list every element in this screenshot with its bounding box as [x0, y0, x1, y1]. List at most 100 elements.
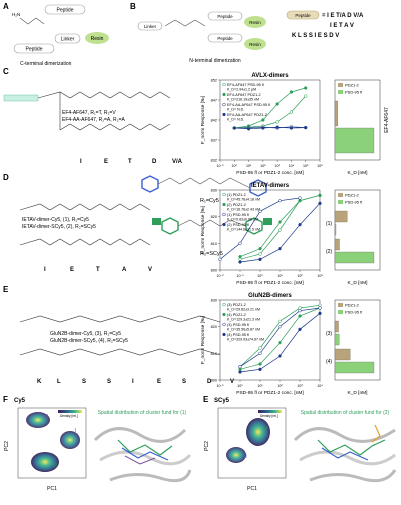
residue-c-3: T — [128, 159, 132, 165]
residue-e-6: E — [157, 379, 161, 385]
legend-kd-2-1: K_D=129.3±21.3 nM — [227, 318, 260, 322]
data-point-1-0-2 — [278, 228, 282, 232]
data-point-1-1-0 — [238, 255, 242, 259]
residue-d-2: E — [70, 267, 74, 273]
dimer-backbone-top-c — [37, 91, 171, 99]
bar-group-label-2-0: (3) — [326, 331, 332, 337]
legend-name-0-1: EF4-AF647 PDZ1-2 — [227, 93, 261, 97]
bar-legend-label-0-1: PSD-95 fl — [345, 90, 362, 95]
data-point-2-0-4 — [318, 303, 322, 307]
bar-group-label-1-0: (1) — [326, 221, 332, 227]
legend-kd-1-0: K_D=45.76±4.18 nM — [227, 198, 260, 202]
residue-e-2: L — [57, 379, 61, 385]
panel-d-structure: D R₁=Cy5 R₂=SCy5 IETAV-dimer-Cy5, (1), R… — [3, 173, 272, 273]
data-point-0-0-3 — [275, 120, 279, 124]
residue-c-1: I — [80, 159, 82, 165]
chart-title-0: AVLX-dimers — [251, 73, 289, 79]
legend-kd-2-2: K_D=35.56±5.87 nM — [227, 328, 260, 332]
residue-e-9: V — [230, 379, 234, 385]
residue-d-4: A — [122, 267, 127, 273]
x-axis-label-1: PSD-95 fl or PDZ1-2 conc. [nM] — [236, 280, 303, 286]
data-point-1-3-4 — [318, 201, 322, 205]
legend-name-1-2: (1) PSD-95 fl — [227, 213, 249, 217]
x-tick-label-2-1: 10¹ — [257, 384, 263, 388]
legend-name-2-1: (4) PDZ1-2 — [227, 313, 246, 317]
density-blob-f2 — [60, 431, 80, 449]
linker-box-a — [54, 33, 81, 44]
data-point-2-2-3 — [298, 309, 302, 313]
peptide-label-b1: Peptide — [217, 14, 233, 19]
scy5-ring-right — [245, 217, 263, 235]
residue-e-4: S — [107, 379, 111, 385]
peptide-label-bottom: Peptide — [26, 47, 43, 53]
panel-f: F Cy5 I II III Density [rel.] PC1 PC2 Sp… — [3, 395, 192, 492]
data-point-1-1-3 — [298, 199, 302, 203]
residue-c-5: V/A — [172, 159, 183, 165]
xlabel-g: PC1 — [247, 486, 257, 492]
legend-kd-0-2: K_D= N.D. — [227, 108, 244, 112]
bar-legend-swatch-1-1 — [338, 200, 343, 204]
bar-x-label-2: K_D [nM] — [348, 390, 368, 396]
data-point-0-0-5 — [304, 94, 308, 98]
cy5-chain — [157, 177, 251, 189]
x-tick-label-0-5: 10⁵ — [303, 164, 309, 168]
residue-c-4: D — [152, 159, 157, 165]
ylabel-f: PC2 — [4, 441, 10, 451]
sulfonate-right — [263, 218, 272, 225]
y-tick-label-1-810: 810 — [211, 242, 217, 246]
bar-legend-label-1-1: PSD-95 fl — [345, 200, 362, 205]
peptide-label-b2: Peptide — [217, 36, 233, 41]
legend-name-0-0: EF4-AF647 PSD-95 fl — [227, 83, 264, 87]
legend-kd-1-2: K_D=0.83±0.06 nM — [227, 218, 258, 222]
legend-kd-0-3: K_D= N.D. — [227, 118, 244, 122]
scy5-ring-left — [161, 217, 179, 235]
x-tick-label-2-2: 10² — [277, 384, 283, 388]
bar-2-0-1 — [334, 333, 340, 346]
peptide-label-top: Peptide — [57, 8, 74, 14]
panel-letter-g: E — [203, 395, 209, 404]
residue-e-1: K — [37, 379, 42, 385]
bar-1-0-1 — [334, 223, 337, 236]
density-blob-f3 — [31, 452, 59, 472]
y-axis-label-0: F_norm Response [‰] — [200, 96, 206, 144]
dimer-backbone-bottom-d — [19, 238, 151, 246]
bar-side-label-0: EF4-AF647 — [384, 107, 390, 133]
x-tick-label-1--1: 10⁻¹ — [236, 274, 244, 278]
bar-1-1-1 — [334, 251, 375, 264]
xlabel-f: PC1 — [47, 486, 57, 492]
binding-charts: AVLX-dimers PSD-95 fl or PDZ1-2 conc. [nM… — [200, 73, 390, 396]
residue-d-3: T — [96, 267, 100, 273]
panel-letter-e: E — [3, 285, 9, 294]
caption-g: Spatial distribution of cluster fund for… — [301, 410, 390, 416]
bar-2-0-0 — [334, 320, 339, 333]
molecule-label-e1: GluN2B-dimer-Cy5, (3), R₁=Cy5 — [50, 331, 121, 337]
data-point-2-2-1 — [258, 351, 262, 355]
bar-1-1-0 — [334, 238, 340, 251]
cluster-f-2: II — [54, 463, 57, 469]
scatter-chart-2: GluN2B-dimers PSD-95 fl or PDZ1-2 conc. [… — [200, 293, 323, 396]
legend-marker-1-0 — [222, 192, 226, 197]
legend-name-0-3: EF4-AA-AF647 PDZ1-2 — [227, 113, 267, 117]
data-point-2-1-2 — [278, 341, 282, 345]
protein-structure-f — [93, 427, 192, 483]
chart-title-2: GluN2B-dimers — [248, 293, 292, 299]
bar-legend-label-1-0: PDZ1-2 — [345, 193, 360, 198]
x-tick-label-0-3: 10³ — [275, 164, 281, 168]
data-point-1-2-0 — [218, 257, 222, 261]
legend-marker-2-3 — [222, 332, 226, 337]
panel-e-structure: E GluN2B-dimer-Cy5, (3), R₁=Cy5 GluN2B-d… — [3, 285, 234, 385]
legend-kd-0-0: K_D=2.94±1.2 μM — [227, 88, 256, 92]
data-point-0-3-1 — [246, 127, 251, 131]
r1-label: R₁=Cy5 — [200, 198, 219, 204]
data-point-0-3-4 — [289, 126, 294, 130]
data-point-1-3-0 — [238, 260, 242, 264]
protein-structure-g — [293, 424, 397, 483]
x-tick-label-1-2: 10² — [297, 274, 303, 278]
bar-legend-label-2-0: PDZ1-2 — [345, 303, 360, 308]
molecule-label-c1: EF4-AF647, R₁=T, R₂=V — [62, 110, 116, 116]
lysine-backbone — [19, 17, 45, 25]
legend-marker-2-0 — [222, 302, 226, 307]
molecule-label-c2: EF4-AA-AF647, R₁=A, R₂=A — [62, 117, 125, 123]
legend-kd-2-0: K_D=29.82±3.21 nM — [227, 308, 260, 312]
data-point-1-1-1 — [258, 247, 262, 251]
